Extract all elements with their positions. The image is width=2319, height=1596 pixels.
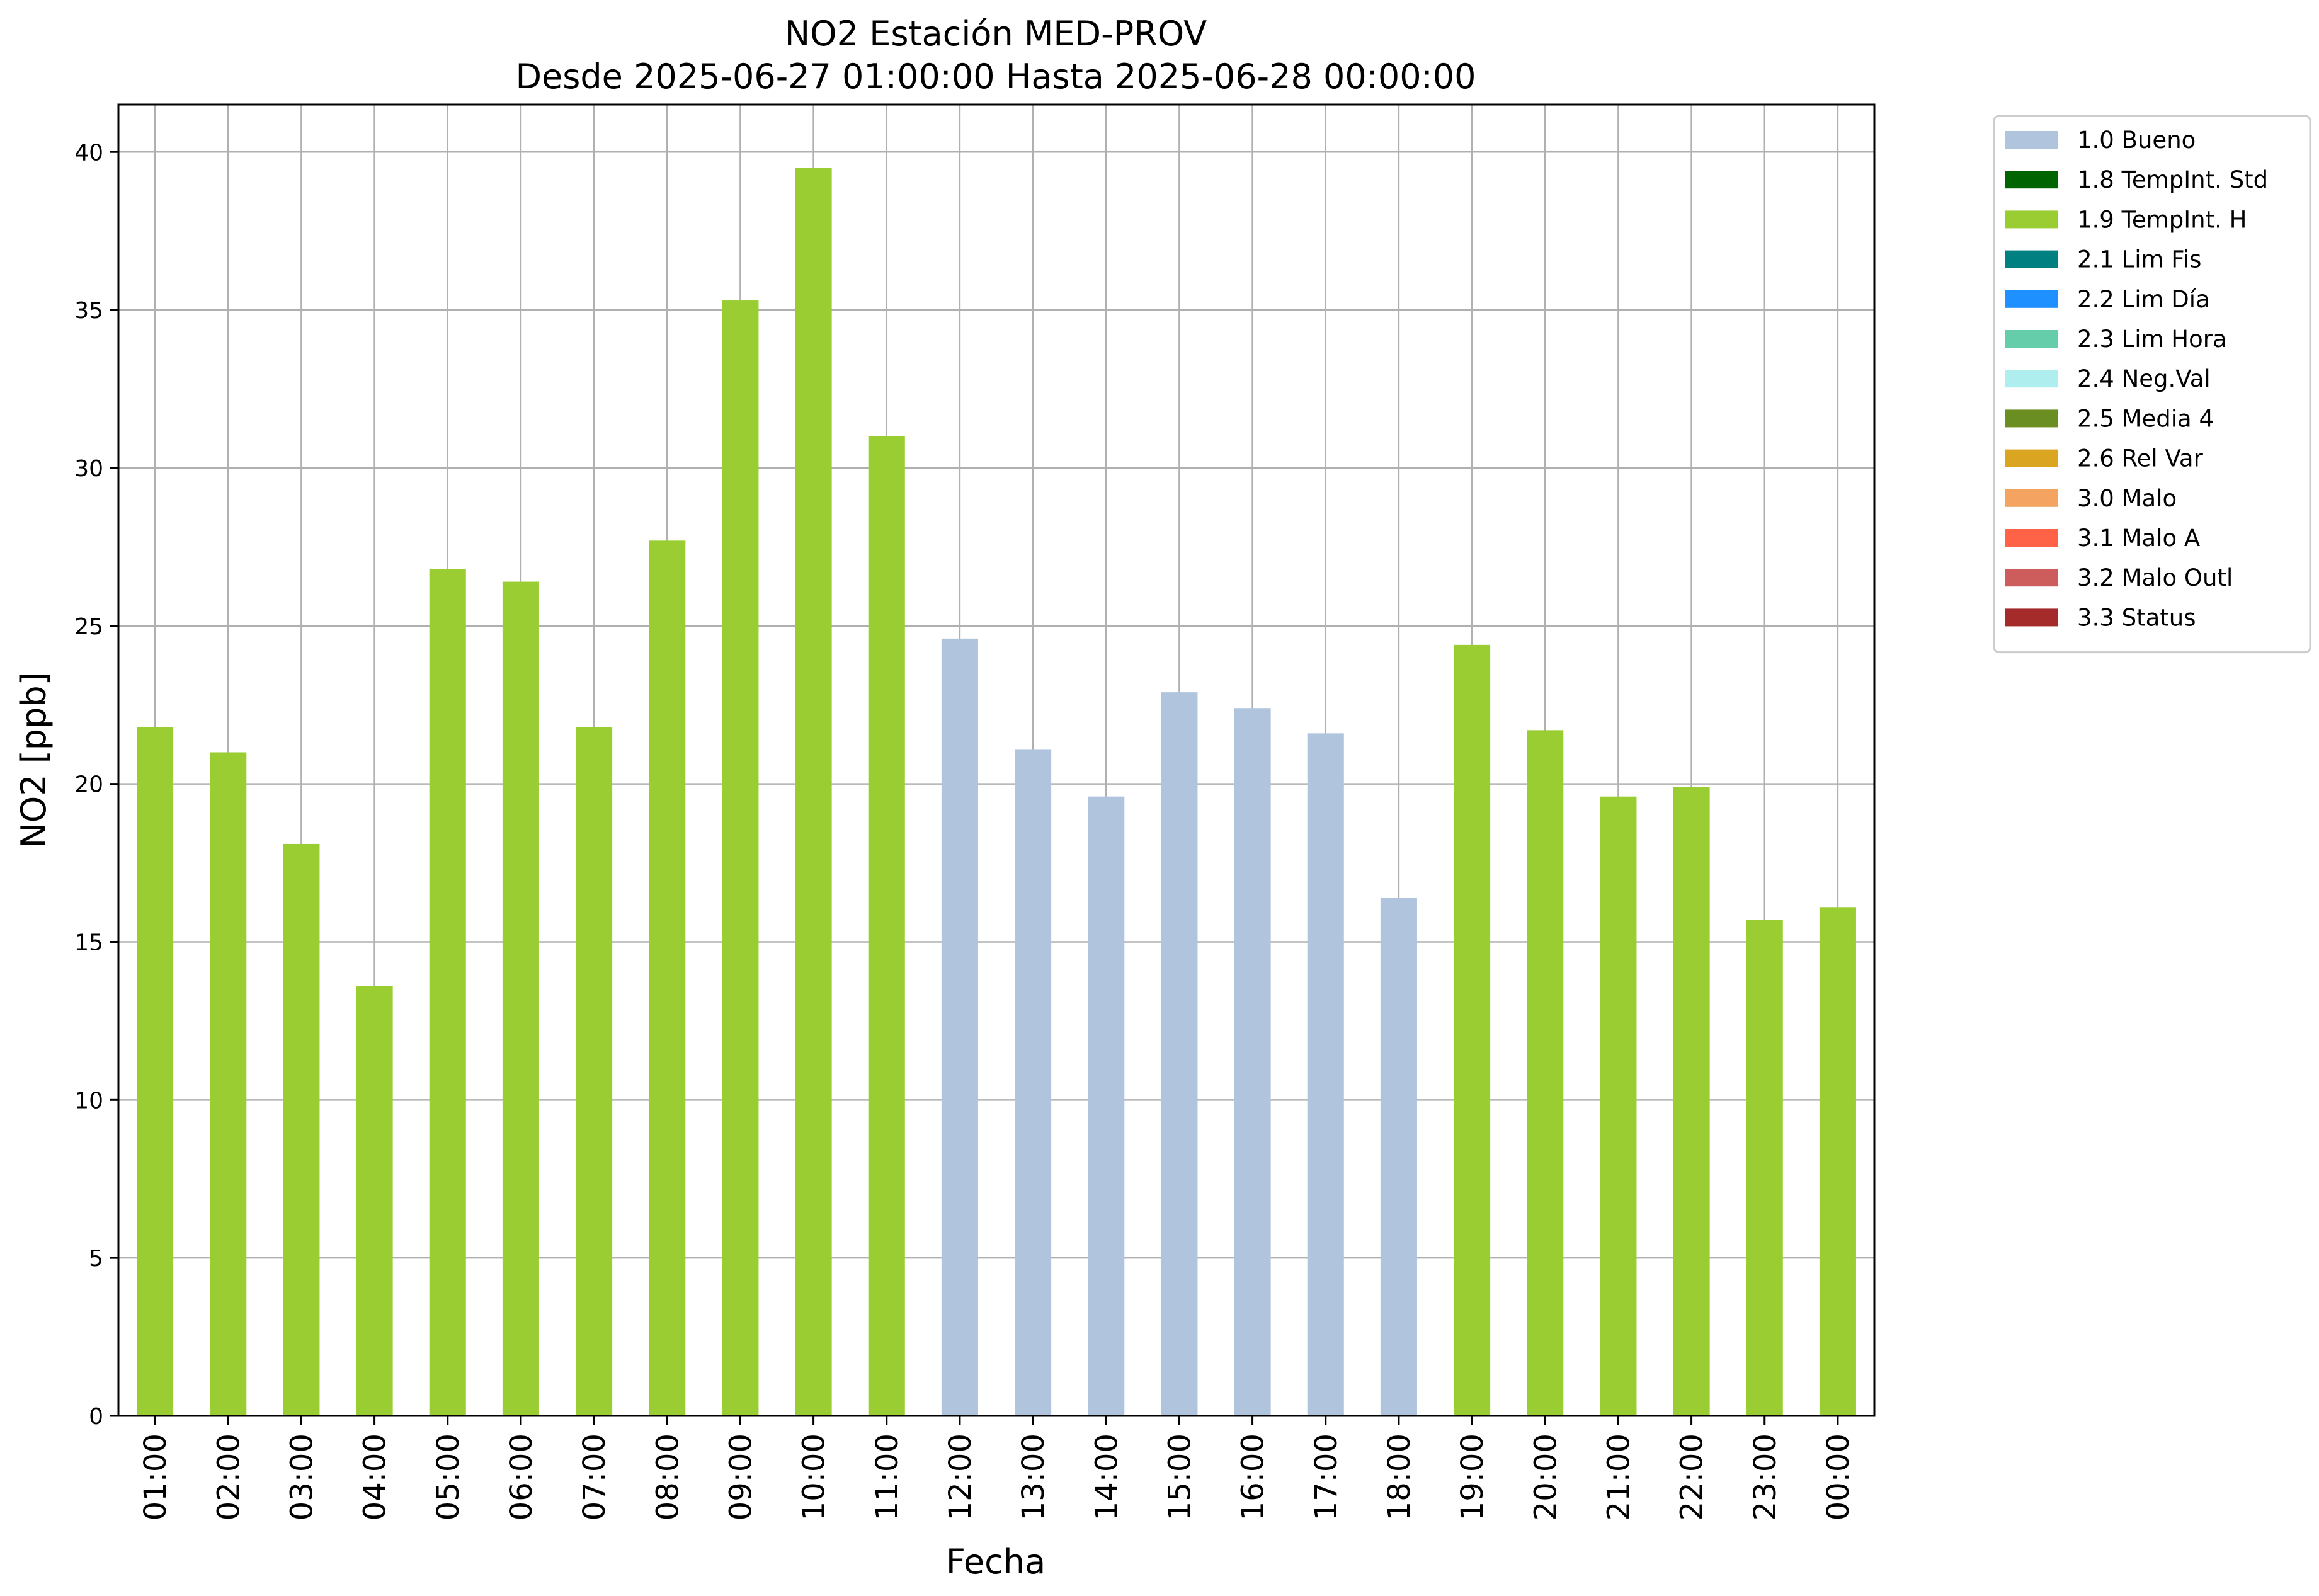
x-tick-label: 01:00: [138, 1434, 173, 1520]
x-tick-label: 13:00: [1016, 1434, 1051, 1520]
bar: [1015, 749, 1052, 1416]
y-tick-label: 15: [74, 930, 103, 955]
legend-label: 1.0 Bueno: [2077, 127, 2196, 154]
bar: [1380, 898, 1417, 1416]
bar: [429, 569, 466, 1416]
x-tick-label: 02:00: [211, 1434, 246, 1520]
x-tick-label: 20:00: [1528, 1434, 1563, 1520]
bar: [502, 581, 539, 1416]
bar: [941, 638, 978, 1416]
bar: [1673, 787, 1710, 1416]
legend-label: 3.3 Status: [2077, 604, 2196, 631]
bar: [1819, 907, 1856, 1416]
legend-label: 2.1 Lim Fis: [2077, 246, 2201, 273]
legend-swatch: [2005, 330, 2058, 348]
legend-swatch: [2005, 409, 2058, 428]
x-tick-label: 22:00: [1675, 1434, 1710, 1520]
legend-label: 3.0 Malo: [2077, 485, 2177, 512]
x-tick-label: 12:00: [943, 1434, 978, 1520]
legend: 1.0 Bueno 1.8 TempInt. Std 1.9 TempInt. H 2…: [1993, 115, 2311, 654]
bar: [1454, 644, 1491, 1416]
x-tick-label: 21:00: [1601, 1434, 1636, 1520]
legend-swatch: [2005, 250, 2058, 268]
bar: [283, 843, 320, 1416]
x-tick-label: 10:00: [797, 1434, 832, 1520]
x-tick-label: 06:00: [504, 1434, 539, 1520]
x-tick-label: 14:00: [1089, 1434, 1124, 1520]
legend-label: 2.6 Rel Var: [2077, 445, 2204, 472]
bar: [210, 752, 247, 1416]
chart-subtitle: Desde 2025-06-27 01:00:00 Hasta 2025-06-…: [515, 57, 1476, 96]
bar: [1600, 796, 1637, 1416]
legend-label: 2.3 Lim Hora: [2077, 326, 2227, 353]
legend-label: 2.5 Media 4: [2077, 405, 2214, 432]
legend-swatch: [2005, 449, 2058, 467]
y-tick-label: 5: [89, 1246, 103, 1272]
y-axis: 0 5 10 15 20 25 30 35 40: [74, 140, 118, 1430]
x-axis-label: Fecha: [946, 1542, 1046, 1582]
legend-swatch: [2005, 210, 2058, 229]
x-tick-label: 05:00: [431, 1434, 466, 1520]
x-tick-label: 09:00: [723, 1434, 758, 1520]
legend-label: 1.9 TempInt. H: [2077, 206, 2247, 233]
bar: [795, 168, 832, 1416]
x-tick-label: 16:00: [1236, 1434, 1271, 1520]
y-tick-label: 40: [74, 140, 103, 166]
x-tick-label: 07:00: [577, 1434, 612, 1520]
y-tick-label: 20: [74, 772, 103, 798]
x-axis: 01:00 02:00 03:00 04:00 05:00 06:00 07:00 08:00…: [138, 1416, 1856, 1520]
bar: [1234, 708, 1271, 1416]
legend-label: 2.2 Lim Día: [2077, 286, 2210, 313]
bars: [137, 168, 1856, 1416]
bar: [1088, 796, 1125, 1416]
x-tick-label: 18:00: [1382, 1434, 1417, 1520]
x-tick-label: 00:00: [1821, 1434, 1856, 1520]
chart-title: NO2 Estación MED-PROV: [785, 14, 1207, 54]
bar: [722, 300, 759, 1416]
x-tick-label: 04:00: [358, 1434, 393, 1520]
x-tick-label: 23:00: [1748, 1434, 1783, 1520]
bar: [1307, 733, 1344, 1416]
legend-swatch: [2005, 489, 2058, 507]
x-tick-label: 08:00: [650, 1434, 685, 1520]
legend-swatch: [2005, 290, 2058, 308]
x-tick-label: 11:00: [870, 1434, 905, 1520]
legend-label: 3.2 Malo Outl: [2077, 564, 2233, 591]
bar: [1746, 920, 1783, 1416]
x-tick-label: 19:00: [1455, 1434, 1490, 1520]
y-tick-label: 10: [74, 1088, 103, 1114]
legend-label: 1.8 TempInt. Std: [2077, 166, 2268, 193]
bar: [137, 727, 174, 1416]
bar: [1527, 730, 1564, 1416]
legend-swatch: [2005, 608, 2058, 627]
plot-frame: [117, 103, 1876, 1417]
bar: [1161, 692, 1198, 1416]
x-tick-label: 15:00: [1162, 1434, 1197, 1520]
bar: [868, 436, 905, 1416]
bar: [576, 727, 613, 1416]
y-tick-label: 25: [74, 614, 103, 640]
legend-label: 2.4 Neg.Val: [2077, 365, 2211, 392]
legend-frame: [1993, 115, 2311, 654]
legend-swatch: [2005, 569, 2058, 587]
y-tick-label: 30: [74, 456, 103, 482]
legend-label: 3.1 Malo A: [2077, 525, 2200, 552]
x-tick-label: 03:00: [284, 1434, 319, 1520]
bar: [649, 540, 686, 1416]
legend-swatch: [2005, 171, 2058, 189]
legend-swatch: [2005, 370, 2058, 388]
y-tick-label: 0: [89, 1404, 103, 1430]
y-tick-label: 35: [74, 298, 103, 324]
legend-swatch: [2005, 131, 2058, 149]
x-tick-label: 17:00: [1309, 1434, 1344, 1520]
bar: [356, 986, 393, 1416]
y-axis-label: NO2 [ppb]: [14, 672, 54, 848]
legend-swatch: [2005, 529, 2058, 547]
